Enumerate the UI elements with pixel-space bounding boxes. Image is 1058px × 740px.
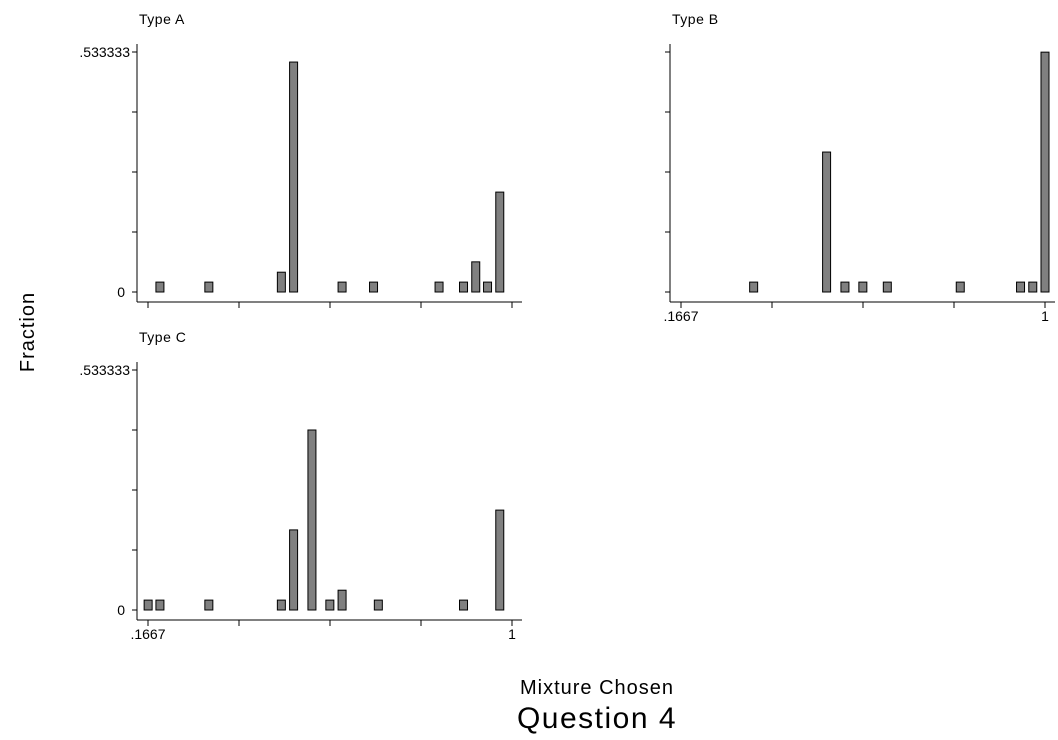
histogram-bar	[155, 281, 165, 293]
histogram-bar	[459, 281, 469, 293]
x-axis-title: Mixture Chosen	[520, 677, 674, 699]
histogram-bar	[955, 281, 965, 293]
x-tick-label-min: .1667	[130, 626, 165, 642]
figure-caption: Question 4	[517, 702, 677, 735]
histogram-bar	[204, 599, 214, 611]
histogram-bar	[483, 281, 493, 293]
histogram-bar	[495, 509, 505, 611]
histogram-bar	[840, 281, 850, 293]
panel-3: Type C .533333 0 .1667 1	[79, 329, 522, 642]
histogram-bar	[1016, 281, 1026, 293]
histogram-bar	[276, 599, 286, 611]
histogram-bar	[369, 281, 379, 293]
y-tick-label-top: .533333	[79, 44, 130, 60]
histogram-bar	[749, 281, 759, 293]
histogram-bar	[471, 261, 481, 293]
x-tick-label-max: 1	[1041, 308, 1049, 324]
histogram-bar	[204, 281, 214, 293]
histogram-bar	[882, 281, 892, 293]
histogram-bar	[155, 599, 165, 611]
histogram-bar	[289, 61, 299, 293]
histogram-bar	[1028, 281, 1038, 293]
panel-2: Type B .1667 1	[663, 11, 1055, 324]
panel-title: Type A	[139, 11, 185, 27]
histogram-bar	[495, 191, 505, 293]
histogram-bar	[276, 271, 286, 293]
x-tick-label-max: 1	[508, 626, 516, 642]
histogram-bar	[373, 599, 383, 611]
histogram-bar	[337, 589, 347, 611]
panel-title: Type C	[139, 329, 186, 345]
histogram-bar	[822, 151, 832, 293]
histogram-bar	[337, 281, 347, 293]
histogram-bar	[307, 429, 317, 611]
y-tick-label-zero: 0	[117, 284, 125, 300]
histogram-bar	[434, 281, 444, 293]
x-tick-label-min: .1667	[663, 308, 698, 324]
histogram-bar	[858, 281, 868, 293]
histogram-bar	[143, 599, 153, 611]
panel-1: Type A .533333 0	[79, 11, 522, 308]
y-tick-label-top: .533333	[79, 362, 130, 378]
histogram-bar	[1040, 51, 1050, 293]
y-axis-title: Fraction	[17, 292, 39, 372]
histogram-bar	[289, 529, 299, 611]
histogram-bar	[459, 599, 469, 611]
panels-group: Type A .533333 0 Type B .1667 1 Type C .533333 0…	[79, 11, 1055, 642]
histogram-bar	[325, 599, 335, 611]
y-tick-label-zero: 0	[117, 602, 125, 618]
panel-title: Type B	[672, 11, 719, 27]
